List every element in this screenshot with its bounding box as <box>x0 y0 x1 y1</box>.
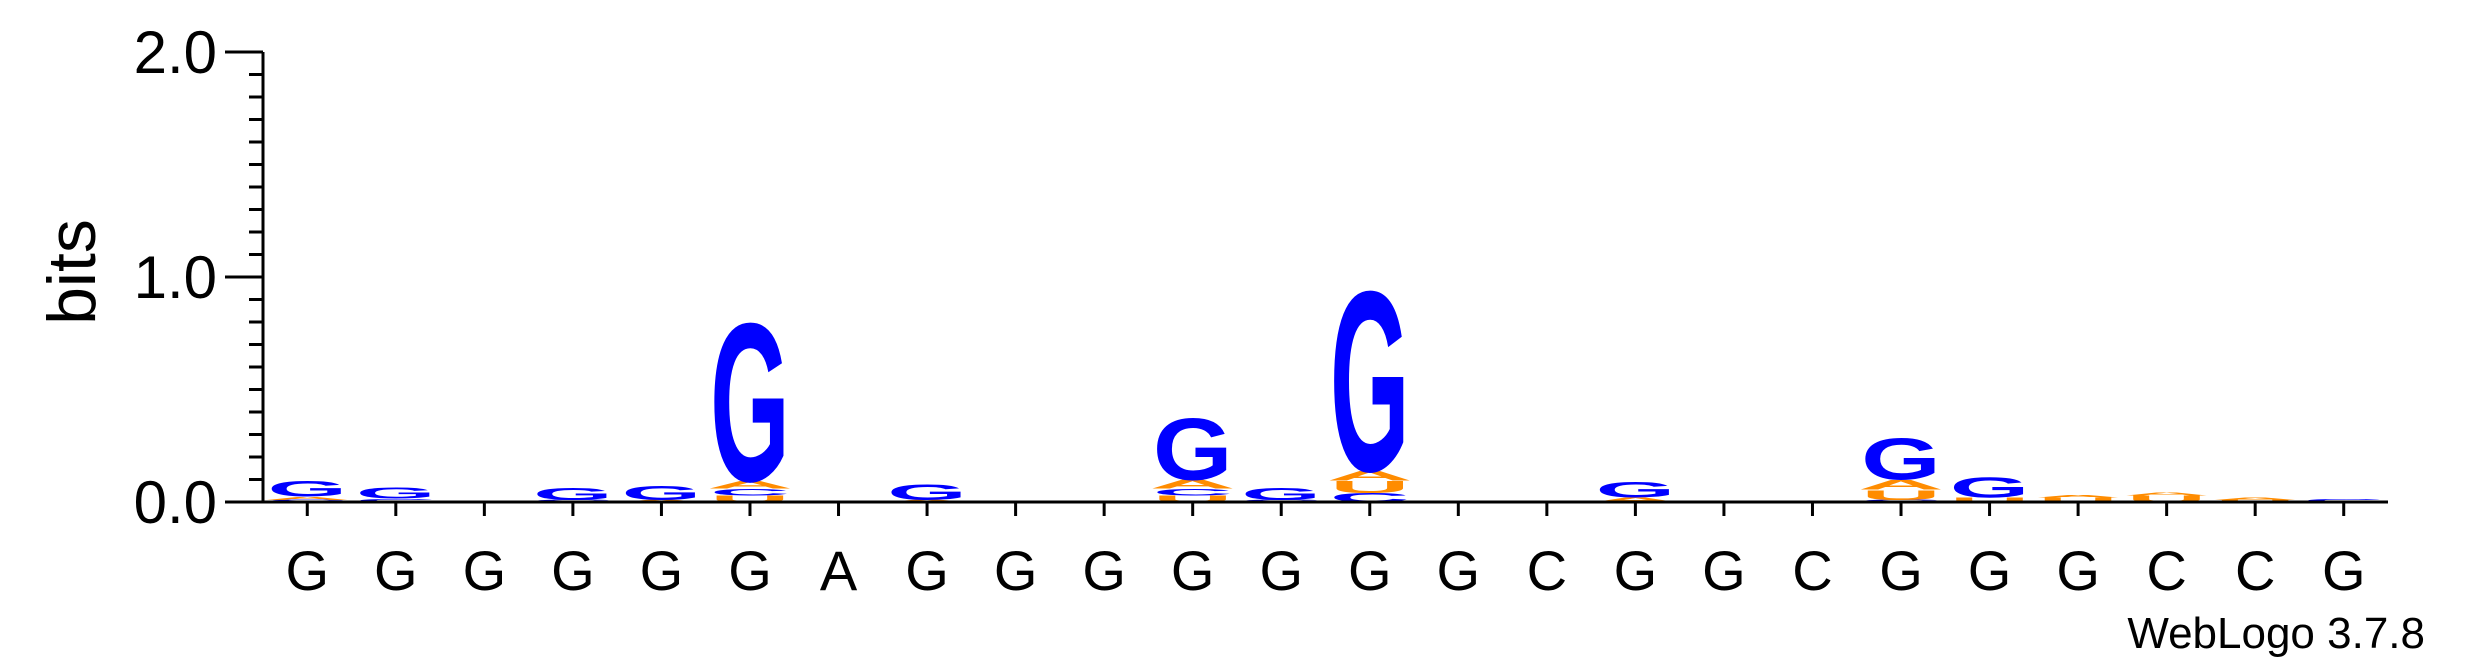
letter-A: A <box>2035 495 2121 498</box>
letter-C: C <box>356 498 436 503</box>
letter-U: U <box>2038 496 2118 503</box>
letter-G: G <box>1950 472 2030 504</box>
letter-G: G <box>1861 425 1941 492</box>
letter-C: C <box>1153 487 1233 498</box>
letter-A: A <box>1858 477 1944 493</box>
letter-A: A <box>1327 468 1413 484</box>
x-tick-label: G <box>551 539 595 602</box>
x-tick-label: G <box>2322 539 2366 602</box>
letter-U: U <box>1153 493 1233 504</box>
x-tick-label: G <box>1879 539 1923 602</box>
x-tick-label: G <box>994 539 1038 602</box>
x-tick-label: C <box>2235 539 2275 602</box>
x-tick-label: G <box>2056 539 2100 602</box>
letter-G: G <box>622 481 702 504</box>
x-tick-label: G <box>1614 539 1658 602</box>
x-tick-label: G <box>1348 539 1392 602</box>
y-axis: 0.0 1.0 2.0 <box>134 19 265 536</box>
letter-C: C <box>2304 498 2384 503</box>
y-axis-label: bits <box>34 219 110 325</box>
stack-position-24: C <box>2304 498 2384 503</box>
x-tick-label: C <box>2146 539 2186 602</box>
letter-U: U <box>1950 496 2030 503</box>
x-tick-label: G <box>1171 539 1215 602</box>
x-tick-label: G <box>728 539 772 602</box>
stack-position-16: AG <box>1592 478 1678 504</box>
x-tick-label: G <box>463 539 507 602</box>
stack-position-22: UA <box>2124 491 2210 504</box>
x-tick-label: G <box>1437 539 1481 602</box>
stack-position-1: CAG <box>264 476 350 502</box>
letter-G: G <box>1596 478 1676 503</box>
x-tick-label: G <box>1082 539 1126 602</box>
x-tick-label: G <box>1968 539 2012 602</box>
letter-G: G <box>887 480 967 505</box>
x-tick-label: G <box>374 539 418 602</box>
letter-A: A <box>707 479 793 491</box>
x-tick-label: A <box>820 539 858 602</box>
letter-G: G <box>1330 238 1410 526</box>
letter-G: G <box>710 277 790 530</box>
y-tick-label: 1.0 <box>134 244 217 311</box>
x-tick-label: G <box>285 539 329 602</box>
letter-stacks: CAGCGCGAGUCAGAGCUCAGCGCUAGAGCUAGUGUAUAUA… <box>264 238 2384 530</box>
x-tick-label: G <box>905 539 949 602</box>
weblogo-credit: WebLogo 3.7.8 <box>2127 609 2425 658</box>
x-tick-label: G <box>1259 539 1303 602</box>
letter-A: A <box>264 495 350 500</box>
letter-A: A <box>1150 477 1236 491</box>
letter-U: U <box>1330 477 1410 496</box>
letter-G: G <box>533 484 613 503</box>
x-tick-label: C <box>1527 539 1567 602</box>
y-tick-label: 2.0 <box>134 19 217 86</box>
x-tick-label: G <box>640 539 684 602</box>
stack-position-2: CG <box>356 484 436 503</box>
x-tick-label: G <box>1702 539 1746 602</box>
y-tick-label: 0.0 <box>134 469 217 536</box>
letter-C: C <box>710 487 790 498</box>
letter-G: G <box>1241 484 1321 503</box>
letter-A: A <box>2124 491 2210 496</box>
x-tick-label: C <box>1792 539 1832 602</box>
letter-U: U <box>2127 493 2207 504</box>
letter-U: U <box>1861 487 1941 503</box>
letter-A: A <box>2212 497 2298 500</box>
stack-position-21: UA <box>2035 495 2121 504</box>
letter-G: G <box>356 484 436 502</box>
letter-A: A <box>1592 496 1678 503</box>
stack-position-20: UG <box>1950 472 2030 504</box>
letter-G: G <box>1153 401 1233 499</box>
letter-G: G <box>267 476 347 501</box>
letter-U: U <box>710 493 790 504</box>
